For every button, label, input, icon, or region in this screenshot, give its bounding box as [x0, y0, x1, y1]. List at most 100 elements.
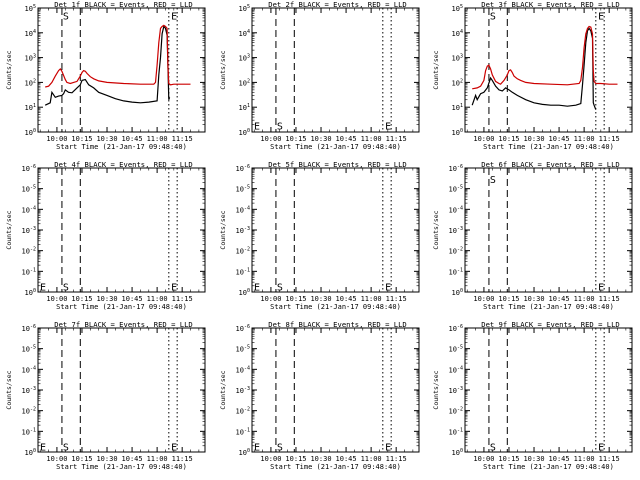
x-tick-label: 10:00 — [46, 295, 67, 303]
events-series-line — [44, 25, 171, 106]
x-tick-label: 10:30 — [96, 455, 117, 463]
x-tick-label: 10:30 — [310, 135, 331, 143]
y-axis-label: Counts/sec — [432, 370, 440, 409]
x-tick-label: 10:45 — [336, 135, 357, 143]
x-tick-label: 11:00 — [147, 295, 168, 303]
panel-title: Det 7f BLACK = Events, RED = LLD — [54, 320, 192, 329]
end-marker-label: E — [385, 122, 391, 133]
end-marker-label: E — [171, 443, 177, 454]
start-marker-label: S — [490, 175, 496, 186]
y-tick-label: 100 — [25, 288, 36, 297]
x-tick-label: 10:30 — [523, 455, 544, 463]
x-tick-label: 10:00 — [473, 295, 494, 303]
y-tick-label: 103 — [239, 54, 250, 63]
x-tick-label: 10:15 — [285, 135, 306, 143]
x-tick-label: 10:45 — [336, 295, 357, 303]
panel-title: Det 5f BLACK = Events, RED = LLD — [268, 160, 406, 169]
x-tick-label: 11:00 — [574, 295, 595, 303]
plot-frame — [464, 167, 633, 293]
y-tick-label: 100 — [239, 128, 250, 137]
x-tick-label: 11:15 — [386, 455, 407, 463]
start-marker-label: S — [63, 11, 69, 22]
y-tick-label: 10-4 — [236, 365, 250, 374]
x-axis-label: Start Time (21-Jan-17 09:48:40) — [483, 143, 614, 151]
y-axis-label: Counts/sec — [5, 50, 13, 89]
y-tick-label: 10-3 — [449, 386, 463, 395]
x-axis-label: Start Time (21-Jan-17 09:48:40) — [270, 463, 401, 471]
y-tick-label: 102 — [452, 78, 463, 87]
x-tick-label: 11:00 — [361, 455, 382, 463]
y-tick-label: 10-2 — [22, 247, 36, 256]
y-tick-label: 101 — [239, 103, 250, 112]
y-tick-label: 101 — [452, 103, 463, 112]
x-tick-label: 10:15 — [71, 455, 92, 463]
y-tick-label: 103 — [452, 54, 463, 63]
y-axis-label: Counts/sec — [219, 50, 227, 89]
panel-title: Det 6f BLACK = Events, RED = LLD — [481, 160, 619, 169]
y-tick-label: 10-1 — [449, 427, 463, 436]
y-tick-label: 10-6 — [449, 324, 463, 333]
x-tick-label: 10:45 — [549, 295, 570, 303]
start-marker-label: S — [63, 283, 69, 294]
y-tick-label: 10-6 — [449, 164, 463, 173]
end-marker-label: E — [598, 11, 604, 22]
x-axis-label: Start Time (21-Jan-17 09:48:40) — [483, 463, 614, 471]
y-tick-label: 10-5 — [22, 345, 36, 354]
x-tick-label: 10:30 — [310, 455, 331, 463]
y-tick-label: 10-2 — [22, 407, 36, 416]
y-tick-label: 10-1 — [236, 427, 250, 436]
panel-det-9: Det 9f BLACK = Events, RED = LLD 100 10-1 1… — [432, 320, 633, 471]
y-tick-label: 103 — [25, 54, 36, 63]
plot-frame — [251, 7, 420, 133]
y-tick-label: 100 — [452, 288, 463, 297]
y-tick-label: 10-5 — [236, 345, 250, 354]
y-tick-label: 104 — [452, 29, 463, 38]
y-tick-label: 10-4 — [22, 205, 36, 214]
y-tick-label: 105 — [239, 4, 250, 13]
y-tick-label: 10-4 — [236, 205, 250, 214]
y-tick-label: 102 — [25, 78, 36, 87]
lld-series-line — [45, 24, 191, 88]
left-marker-label: E — [254, 122, 260, 133]
panel-det-3: Det 3f BLACK = Events, RED = LLD 100 101 10… — [432, 0, 633, 151]
x-tick-label: 10:45 — [122, 455, 143, 463]
x-tick-label: 11:00 — [574, 135, 595, 143]
x-tick-label: 11:15 — [386, 135, 407, 143]
y-tick-label: 10-2 — [449, 407, 463, 416]
y-axis-label: Counts/sec — [219, 370, 227, 409]
x-tick-label: 10:00 — [260, 135, 281, 143]
x-tick-label: 10:00 — [46, 455, 67, 463]
panel-det-2: Det 2f BLACK = Events, RED = LLD 100 101 10… — [219, 0, 420, 151]
end-marker-label: E — [598, 443, 604, 454]
y-tick-label: 104 — [25, 29, 36, 38]
start-marker-label: S — [277, 443, 283, 454]
left-marker-label: E — [40, 443, 46, 454]
x-tick-label: 11:00 — [574, 455, 595, 463]
left-marker-label: E — [254, 443, 260, 454]
x-axis-label: Start Time (21-Jan-17 09:48:40) — [483, 303, 614, 311]
y-tick-label: 102 — [239, 78, 250, 87]
y-tick-label: 100 — [25, 128, 36, 137]
x-tick-label: 10:45 — [122, 135, 143, 143]
x-tick-label: 10:30 — [523, 295, 544, 303]
y-tick-label: 10-6 — [236, 164, 250, 173]
y-tick-label: 100 — [239, 288, 250, 297]
panel-title: Det 8f BLACK = Events, RED = LLD — [268, 320, 406, 329]
x-tick-label: 10:15 — [285, 295, 306, 303]
x-tick-label: 10:00 — [260, 295, 281, 303]
x-tick-label: 10:45 — [336, 455, 357, 463]
y-tick-label: 10-4 — [449, 205, 463, 214]
x-tick-label: 11:15 — [599, 295, 620, 303]
panel-title: Det 4f BLACK = Events, RED = LLD — [54, 160, 192, 169]
y-tick-label: 10-1 — [22, 267, 36, 276]
y-tick-label: 10-4 — [449, 365, 463, 374]
y-tick-label: 10-5 — [449, 185, 463, 194]
end-marker-label: E — [385, 443, 391, 454]
y-tick-label: 10-6 — [22, 164, 36, 173]
panel-det-8: Det 8f BLACK = Events, RED = LLD 100 10-1 1… — [219, 320, 420, 471]
y-tick-label: 100 — [239, 448, 250, 457]
x-axis-label: Start Time (21-Jan-17 09:48:40) — [270, 143, 401, 151]
x-tick-label: 11:15 — [172, 455, 193, 463]
y-tick-label: 10-3 — [236, 386, 250, 395]
